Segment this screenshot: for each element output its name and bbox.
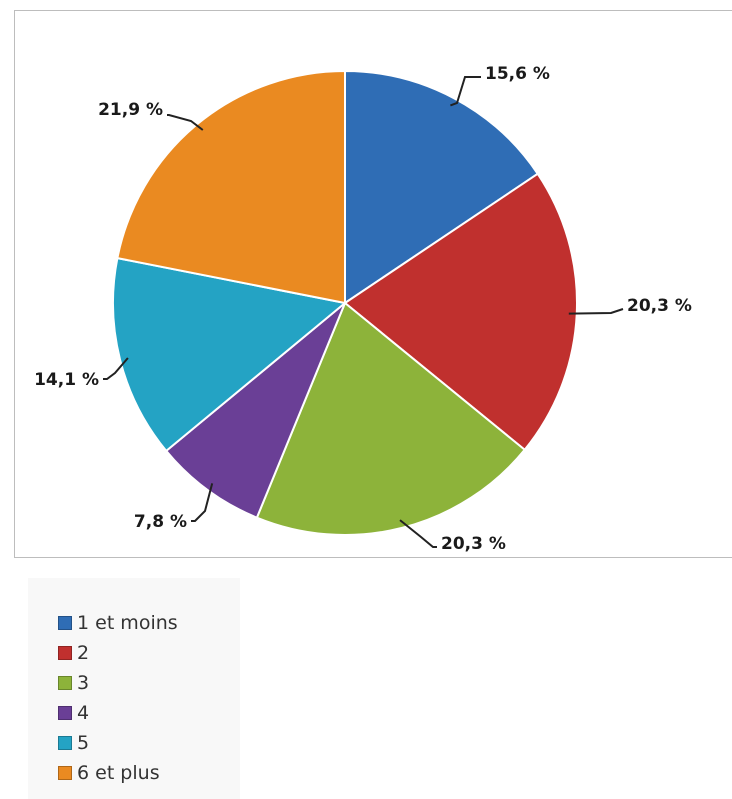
legend-swatch-5 (58, 736, 72, 750)
data-labels: 15,6 % 20,3 % 20,3 % 7,8 % 14,1 % 21,9 % (34, 64, 692, 554)
data-label-2: 20,3 % (627, 296, 692, 316)
leader-line-2 (568, 308, 624, 315)
pie-slice-6-et-plus (116, 69, 346, 305)
legend-label: 1 et moins (77, 612, 178, 634)
legend-swatch-3 (58, 676, 72, 690)
legend-item-4: 4 (58, 700, 89, 726)
leader-line-1-et-moins (450, 76, 481, 107)
chart-frame: 15,6 % 20,3 % 20,3 % 7,8 % 14,1 % 21,9 % (14, 10, 732, 558)
pie-slice-1-et-moins (344, 69, 540, 305)
legend-item-1-et-moins: 1 et moins (58, 610, 178, 636)
legend-label: 2 (77, 642, 90, 664)
pie-chart: 15,6 % 20,3 % 20,3 % 7,8 % 14,1 % 21,9 % (34, 64, 692, 554)
leader-line-4 (191, 483, 214, 522)
pie-slice-5 (112, 256, 348, 453)
legend: 1 et moins 2 3 4 5 6 et plus (28, 578, 240, 799)
data-label-5: 14,1 % (34, 370, 99, 390)
legend-label: 3 (77, 672, 90, 694)
data-label-1-et-moins: 15,6 % (485, 64, 550, 84)
legend-swatch-6-et-plus (58, 766, 72, 780)
legend-label: 5 (77, 732, 90, 754)
legend-swatch-4 (58, 706, 72, 720)
legend-item-5: 5 (58, 730, 89, 756)
legend-label: 6 et plus (77, 762, 160, 784)
legend-swatch-1-et-moins (58, 616, 72, 630)
data-label-3: 20,3 % (441, 534, 506, 554)
data-label-6-et-plus: 21,9 % (98, 100, 163, 120)
pie-slice-4 (164, 302, 346, 519)
legend-label: 4 (77, 702, 90, 724)
leader-line-5 (103, 357, 129, 380)
pie-slices (112, 69, 578, 536)
legend-swatch-2 (58, 646, 72, 660)
pie-slice-3 (255, 301, 527, 536)
leader-lines (103, 76, 624, 548)
legend-item-6-et-plus: 6 et plus (58, 760, 160, 786)
leader-line-3 (399, 519, 437, 548)
leader-line-6-et-plus (167, 114, 204, 131)
legend-item-3: 3 (58, 670, 89, 696)
data-label-4: 7,8 % (134, 512, 187, 532)
legend-item-2: 2 (58, 640, 89, 666)
